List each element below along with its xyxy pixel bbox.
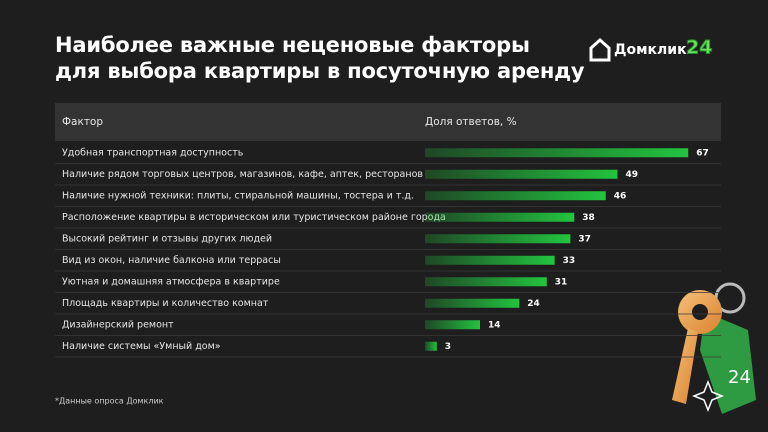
key-shaft [672,328,698,404]
category-label: Высокий рейтинг и отзывы других людей [62,233,272,244]
bar [425,169,618,179]
category-label: Удобная транспортная доступность [62,147,244,158]
bar [425,191,606,201]
value-label: 37 [578,234,591,244]
value-label: 31 [555,277,568,287]
header-band [55,103,721,141]
sparkle [691,379,725,413]
chart-title: Наиболее важные неценовые факторы для вы… [55,33,585,83]
category-label: Дизайнерский ремонт [62,319,174,330]
value-label: 46 [614,191,627,201]
bar [425,255,555,265]
bar [425,320,480,330]
logo-text: Домклик [614,42,687,58]
footnote: *Данные опроса Домклик [55,397,164,406]
category-label: Площадь квартиры и количество комнат [62,298,269,309]
column-header: Фактор [62,116,103,128]
bar [425,148,689,158]
bar [425,341,437,351]
category-label: Наличие системы «Умный дом» [62,341,221,352]
logo: Домклик 24 [589,36,713,62]
logo-badge: 24 [686,37,712,59]
value-label: 49 [626,170,639,180]
column-header: Доля ответов, % [425,116,517,128]
bar [425,212,575,222]
tag-text: 24 [728,367,751,388]
value-label: 14 [488,320,501,330]
logo-icon [589,37,611,62]
key-tag [700,312,756,414]
key-hole [692,304,708,320]
value-label: 3 [445,342,451,352]
category-label: Расположение квартиры в историческом или… [62,212,446,223]
bar [425,277,547,287]
category-label: Наличие нужной техники: плиты, стирально… [62,190,414,201]
category-label: Наличие рядом торговых центров, магазино… [62,169,423,180]
value-label: 33 [563,256,576,266]
category-label: Уютная и домашняя атмосфера в квартире [62,276,280,287]
bar [425,234,571,244]
bar [425,298,520,308]
key-illustration: 24 [672,282,756,414]
value-label: 24 [527,299,540,309]
category-label: Вид из окон, наличие балкона или террасы [62,255,281,266]
value-label: 38 [582,213,595,223]
value-label: 67 [696,148,709,158]
